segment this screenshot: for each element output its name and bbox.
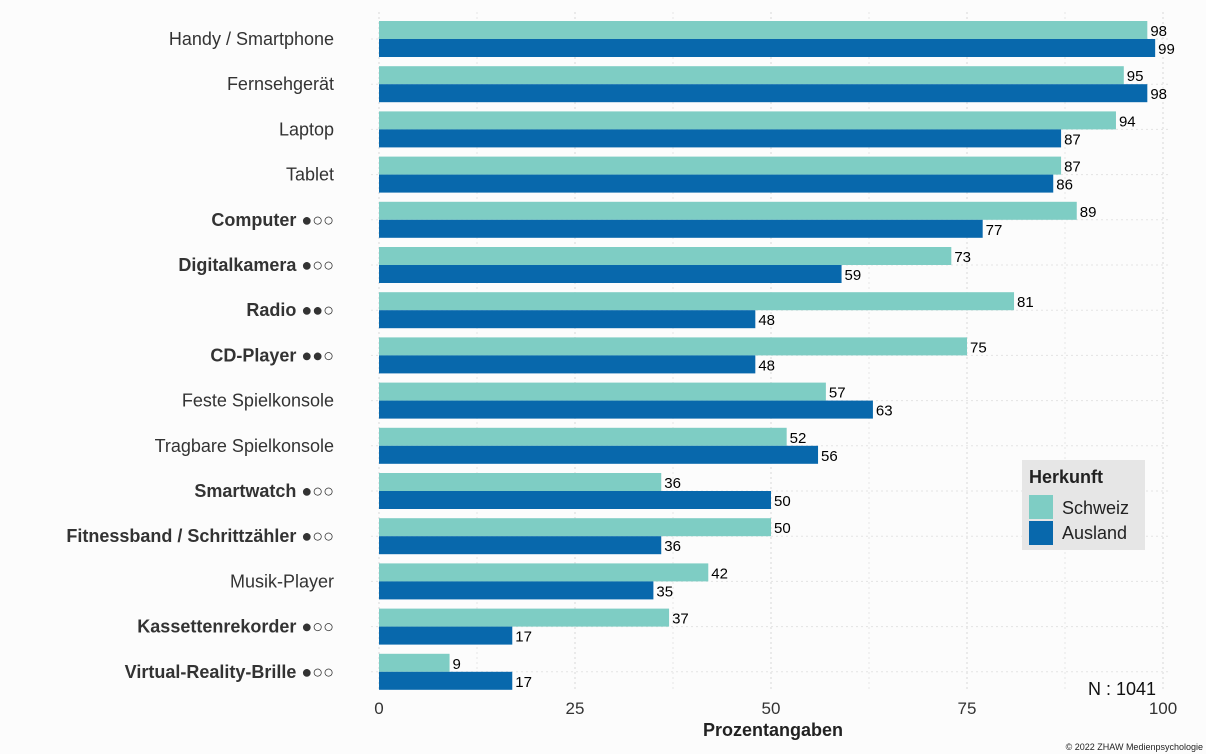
category-label-musik-player: Musik-Player [230, 571, 334, 591]
category-label-virtual-reality-brille: Virtual-Reality-Brille ●○○ [125, 662, 334, 682]
value-label-schweiz-radio: 81 [1017, 294, 1034, 311]
x-tick-label-100: 100 [1149, 699, 1177, 718]
bar-schweiz-smartwatch [379, 473, 662, 491]
category-label-handy-smartphone: Handy / Smartphone [169, 29, 334, 49]
bar-schweiz-fitnessband-schrittzähler [379, 518, 771, 537]
legend-swatch-schweiz [1029, 495, 1053, 519]
category-label-fernsehgerät: Fernsehgerät [227, 74, 334, 94]
value-label-ausland-virtual-reality-brille: 17 [515, 674, 532, 691]
value-label-ausland-kassettenrekorder: 17 [515, 629, 532, 646]
value-label-ausland-smartwatch: 50 [774, 493, 791, 510]
bar-schweiz-computer [379, 201, 1077, 220]
value-label-ausland-handy-smartphone: 99 [1158, 41, 1175, 58]
value-label-ausland-digitalkamera: 59 [845, 267, 862, 284]
category-label-cd-player: CD-Player ●●○ [210, 345, 334, 365]
legend-label-ausland: Ausland [1062, 523, 1127, 543]
bar-schweiz-laptop [379, 111, 1116, 130]
value-label-schweiz-tragbare-spielkonsole: 52 [790, 430, 807, 447]
value-label-schweiz-musik-player: 42 [711, 565, 728, 582]
value-label-ausland-fernsehgerät: 98 [1150, 86, 1167, 103]
x-tick-label-50: 50 [762, 699, 781, 718]
bar-ausland-tablet [379, 174, 1054, 193]
bar-ausland-handy-smartphone [379, 39, 1156, 57]
sample-size-annotation: N : 1041 [1088, 679, 1156, 699]
category-label-kassettenrekorder: Kassettenrekorder ●○○ [137, 617, 334, 637]
category-label-feste-spielkonsole: Feste Spielkonsole [182, 391, 334, 411]
category-label-smartwatch: Smartwatch ●○○ [194, 481, 334, 501]
bar-ausland-cd-player [379, 355, 756, 374]
bar-schweiz-tablet [379, 156, 1062, 175]
bar-ausland-musik-player [379, 581, 654, 600]
bar-ausland-tragbare-spielkonsole [379, 445, 819, 464]
value-label-schweiz-smartwatch: 36 [664, 475, 681, 492]
value-label-schweiz-fitnessband-schrittzähler: 50 [774, 520, 791, 537]
value-label-schweiz-fernsehgerät: 95 [1127, 68, 1144, 85]
legend: Herkunft Schweiz Ausland [1022, 460, 1145, 550]
bar-ausland-laptop [379, 129, 1062, 148]
category-labels: Handy / Smartphone Fernsehgerät Laptop Tabl… [66, 29, 334, 682]
bar-ausland-kassettenrekorder [379, 626, 513, 645]
category-label-radio: Radio ●●○ [246, 300, 334, 320]
x-tick-label-0: 0 [374, 699, 383, 718]
bar-schweiz-radio [379, 292, 1015, 311]
value-label-ausland-laptop: 87 [1064, 131, 1081, 148]
bar-ausland-feste-spielkonsole [379, 400, 873, 419]
bar-schweiz-digitalkamera [379, 247, 952, 265]
bar-schweiz-cd-player [379, 337, 967, 356]
category-label-tablet: Tablet [286, 165, 334, 185]
bar-schweiz-virtual-reality-brille [379, 653, 450, 672]
bar-ausland-fernsehgerät [379, 84, 1148, 103]
bar-schweiz-handy-smartphone [379, 21, 1148, 39]
x-tick-labels: 0 25 50 75 100 [374, 699, 1177, 718]
legend-label-schweiz: Schweiz [1062, 498, 1129, 518]
value-label-schweiz-virtual-reality-brille: 9 [453, 656, 461, 673]
value-label-schweiz-computer: 89 [1080, 204, 1097, 221]
x-axis-label: Prozentangaben [703, 720, 843, 740]
value-label-schweiz-handy-smartphone: 98 [1150, 23, 1167, 40]
legend-swatch-ausland [1029, 521, 1053, 545]
copyright-text: © 2022 ZHAW Medienpsychologie [1066, 742, 1203, 752]
x-tick-label-75: 75 [958, 699, 977, 718]
value-label-ausland-radio: 48 [758, 312, 775, 329]
bar-ausland-computer [379, 219, 983, 238]
bars: 9899959894878786897773598148754857635256… [379, 21, 1175, 691]
value-label-schweiz-tablet: 87 [1064, 159, 1081, 176]
category-label-laptop: Laptop [279, 119, 334, 139]
x-tick-label-25: 25 [566, 699, 585, 718]
value-label-schweiz-cd-player: 75 [970, 339, 987, 356]
category-label-fitnessband-schrittzähler: Fitnessband / Schrittzähler ●○○ [66, 526, 334, 546]
bar-ausland-digitalkamera [379, 265, 842, 283]
bar-ausland-fitnessband-schrittzähler [379, 536, 662, 555]
bar-schweiz-tragbare-spielkonsole [379, 427, 787, 446]
bar-schweiz-fernsehgerät [379, 66, 1124, 85]
value-label-schweiz-kassettenrekorder: 37 [672, 611, 689, 628]
bar-ausland-smartwatch [379, 491, 771, 509]
value-label-schweiz-digitalkamera: 73 [954, 249, 971, 266]
value-label-ausland-cd-player: 48 [758, 357, 775, 374]
category-label-tragbare-spielkonsole: Tragbare Spielkonsole [155, 436, 334, 456]
value-label-schweiz-feste-spielkonsole: 57 [829, 385, 846, 402]
value-label-ausland-feste-spielkonsole: 63 [876, 403, 893, 420]
bar-schweiz-kassettenrekorder [379, 608, 670, 627]
value-label-ausland-fitnessband-schrittzähler: 36 [664, 538, 681, 555]
value-label-schweiz-laptop: 94 [1119, 113, 1136, 130]
value-label-ausland-tragbare-spielkonsole: 56 [821, 448, 838, 465]
legend-title: Herkunft [1029, 467, 1103, 487]
bar-schweiz-musik-player [379, 563, 709, 582]
bar-ausland-radio [379, 310, 756, 329]
category-label-computer: Computer ●○○ [211, 210, 334, 230]
value-label-ausland-tablet: 86 [1056, 177, 1073, 194]
bar-ausland-virtual-reality-brille [379, 671, 513, 690]
value-label-ausland-musik-player: 35 [656, 583, 673, 600]
category-label-digitalkamera: Digitalkamera ●○○ [178, 255, 334, 275]
bar-schweiz-feste-spielkonsole [379, 382, 826, 401]
value-label-ausland-computer: 77 [986, 222, 1003, 239]
